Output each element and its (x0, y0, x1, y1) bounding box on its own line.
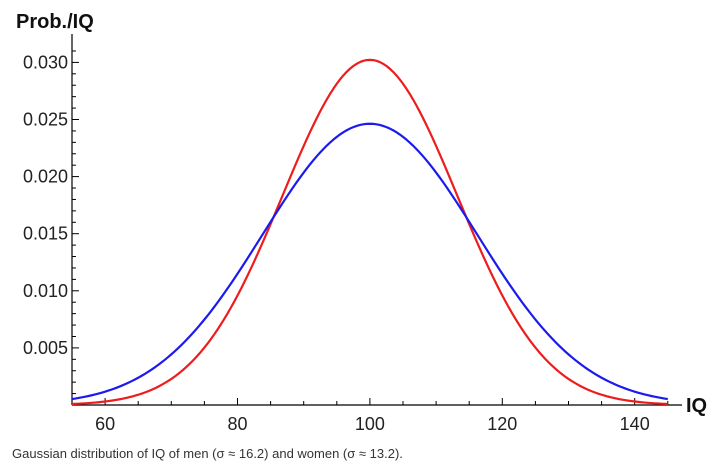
series-line-men (71, 122, 668, 401)
y-tick-label: 0.030 (23, 52, 68, 72)
x-tick-label: 140 (620, 414, 650, 434)
x-tick-label: 60 (95, 414, 115, 434)
figure-caption: Gaussian distribution of IQ of men (σ ≈ … (12, 446, 403, 461)
y-tick-label: 0.020 (23, 167, 68, 187)
y-tick-label: 0.025 (23, 110, 68, 130)
x-tick-label: 120 (487, 414, 517, 434)
series-lines (71, 58, 668, 406)
y-tick-label: 0.005 (23, 338, 68, 358)
x-axis-title: IQ (686, 395, 707, 417)
x-tick-label: 80 (227, 414, 247, 434)
x-ticks: 60 80 100 120 140 (95, 398, 669, 434)
y-axis-title: Prob./IQ (16, 11, 94, 33)
y-ticks: 0.005 0.010 0.015 0.020 0.025 0.030 (23, 50, 79, 395)
series-line-women (71, 58, 668, 406)
axes (71, 34, 682, 406)
y-tick-label: 0.015 (23, 224, 68, 244)
chart: 0.005 0.010 0.015 0.020 0.025 0.030 60 80 100 12… (16, 11, 707, 434)
y-tick-label: 0.010 (23, 281, 68, 301)
x-tick-label: 100 (355, 414, 385, 434)
